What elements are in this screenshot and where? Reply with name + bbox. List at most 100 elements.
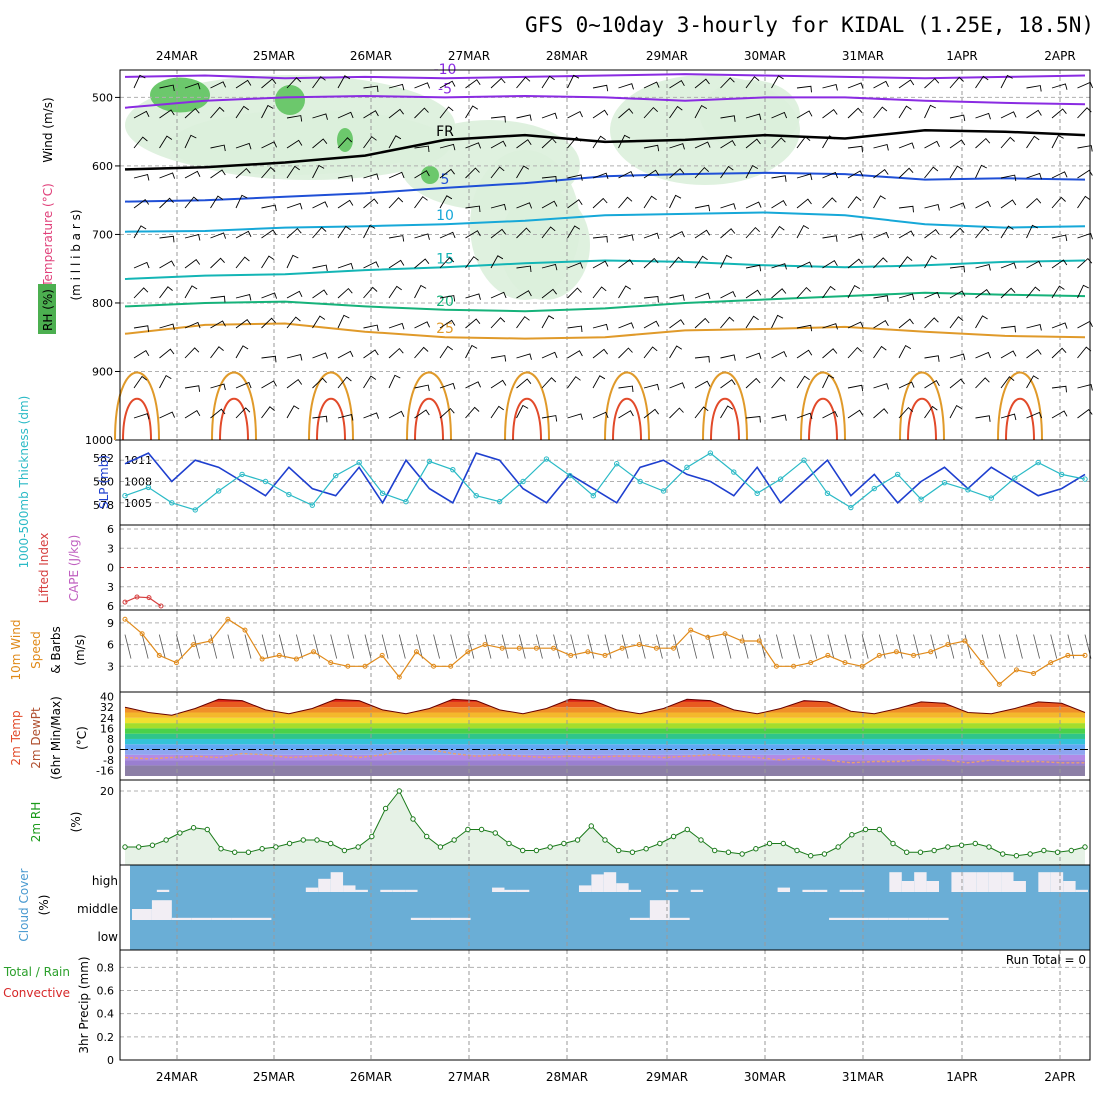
wind-barb: [210, 346, 224, 359]
surface-warm-contour: [504, 371, 550, 441]
rh2m-point: [328, 840, 334, 847]
wind-barb: [898, 105, 912, 119]
wind-barb: [694, 104, 708, 119]
wind10m-barb: [193, 634, 200, 659]
wind10m-point: [1048, 660, 1054, 666]
wind-barb: [1051, 171, 1068, 179]
temp-band: [125, 717, 1085, 724]
wind-barb: [873, 383, 889, 390]
wind-barb: [898, 293, 915, 301]
wind-barb: [592, 375, 606, 389]
wind-barb: [873, 144, 889, 151]
cloud-high-bar: [504, 889, 517, 892]
wind-barb: [720, 405, 734, 419]
wind-barb: [337, 314, 350, 329]
ytick-label: 6: [107, 523, 114, 536]
wind-barb: [873, 231, 890, 239]
wind-barb: [745, 113, 762, 121]
surface-warm-contour: [604, 371, 650, 441]
wind10m-barb: [724, 634, 732, 659]
wind-barb: [490, 405, 504, 419]
rh2m-point: [876, 826, 882, 833]
wind-barb: [159, 109, 175, 119]
temp-band: [125, 733, 1085, 739]
wind-barb: [898, 381, 915, 389]
wind-barb: [669, 345, 683, 359]
wind-barb: [643, 144, 660, 152]
wind-barb: [567, 225, 581, 239]
wind-barb: [1026, 197, 1042, 209]
rh2m-point: [780, 840, 786, 847]
wind-barb: [643, 195, 657, 209]
wind10m-point: [122, 616, 128, 622]
wind10m-point: [688, 627, 694, 633]
wind-barb: [771, 376, 786, 389]
wind10m-barb: [381, 634, 389, 659]
wind-barb: [1051, 285, 1065, 299]
wind-barb: [924, 77, 940, 89]
wind-barb: [949, 202, 966, 209]
cloud-high-bar: [1001, 872, 1014, 892]
wind-barb: [414, 409, 430, 419]
wind-barb: [159, 260, 175, 269]
rh2m-point: [1027, 851, 1033, 857]
wind10m-point: [431, 663, 437, 669]
wind-barb: [771, 288, 787, 299]
wind-barb: [1077, 232, 1093, 240]
cloud-high-bar: [1063, 881, 1076, 892]
wind-barb: [133, 174, 150, 181]
wind-barb: [771, 263, 787, 270]
temp-band: [125, 760, 1085, 766]
wind-barb: [975, 112, 991, 120]
date-label-top: 30MAR: [744, 49, 786, 63]
isotherm-line: [124, 322, 1086, 340]
wind-barb: [592, 286, 607, 299]
wind-barb: [235, 256, 250, 269]
wind-barb: [337, 262, 354, 270]
cloud-high-bar: [628, 889, 642, 892]
wind10m-barb: [810, 634, 818, 659]
wind-barb: [388, 285, 402, 299]
cloud-high-bar: [839, 889, 853, 892]
rh2m-point: [177, 830, 183, 836]
wind-barb: [261, 78, 277, 89]
ytick-label: 6: [107, 600, 114, 613]
wind10m-point: [259, 656, 265, 662]
wind-barb: [439, 143, 456, 151]
date-label-bottom: 27MAR: [448, 1070, 490, 1084]
wind10m-point: [242, 627, 248, 633]
wind-barb: [363, 412, 380, 419]
surface-warm-contour: [702, 371, 748, 441]
wind-barb: [796, 224, 810, 239]
thickness-point: [614, 461, 620, 467]
rh2m-point: [561, 840, 567, 847]
wind-barb: [363, 324, 379, 332]
rh2m-point: [1068, 847, 1074, 854]
rh2m-point: [862, 826, 869, 833]
temp-band: [125, 738, 1085, 745]
wind-barb: [235, 345, 249, 359]
cloud-middle-bar: [171, 917, 192, 920]
wind-barb: [439, 231, 456, 239]
slp-line: [124, 452, 1086, 505]
date-label-bottom: 29MAR: [646, 1070, 688, 1084]
wind10m-barb: [450, 634, 458, 659]
wind-barb: [490, 77, 506, 89]
date-label-top: 1APR: [946, 49, 977, 63]
wind-barb: [210, 81, 227, 89]
rh2m-point: [232, 849, 238, 855]
wind10m-barb: [158, 634, 166, 659]
wind-barb: [414, 384, 430, 392]
rh-high-shading: [150, 77, 210, 113]
wind-barb: [286, 139, 303, 149]
thickness-point: [309, 502, 316, 508]
wind-barb: [439, 407, 455, 419]
thickness-point: [590, 493, 596, 499]
wind10m-point: [311, 649, 317, 655]
wind-barb: [261, 141, 278, 149]
ytick-label: 0: [107, 1054, 114, 1067]
wind-barb: [414, 107, 429, 119]
surface-warm-contour: [800, 371, 846, 441]
wind-barb: [949, 290, 966, 299]
wind-barb: [669, 194, 682, 209]
